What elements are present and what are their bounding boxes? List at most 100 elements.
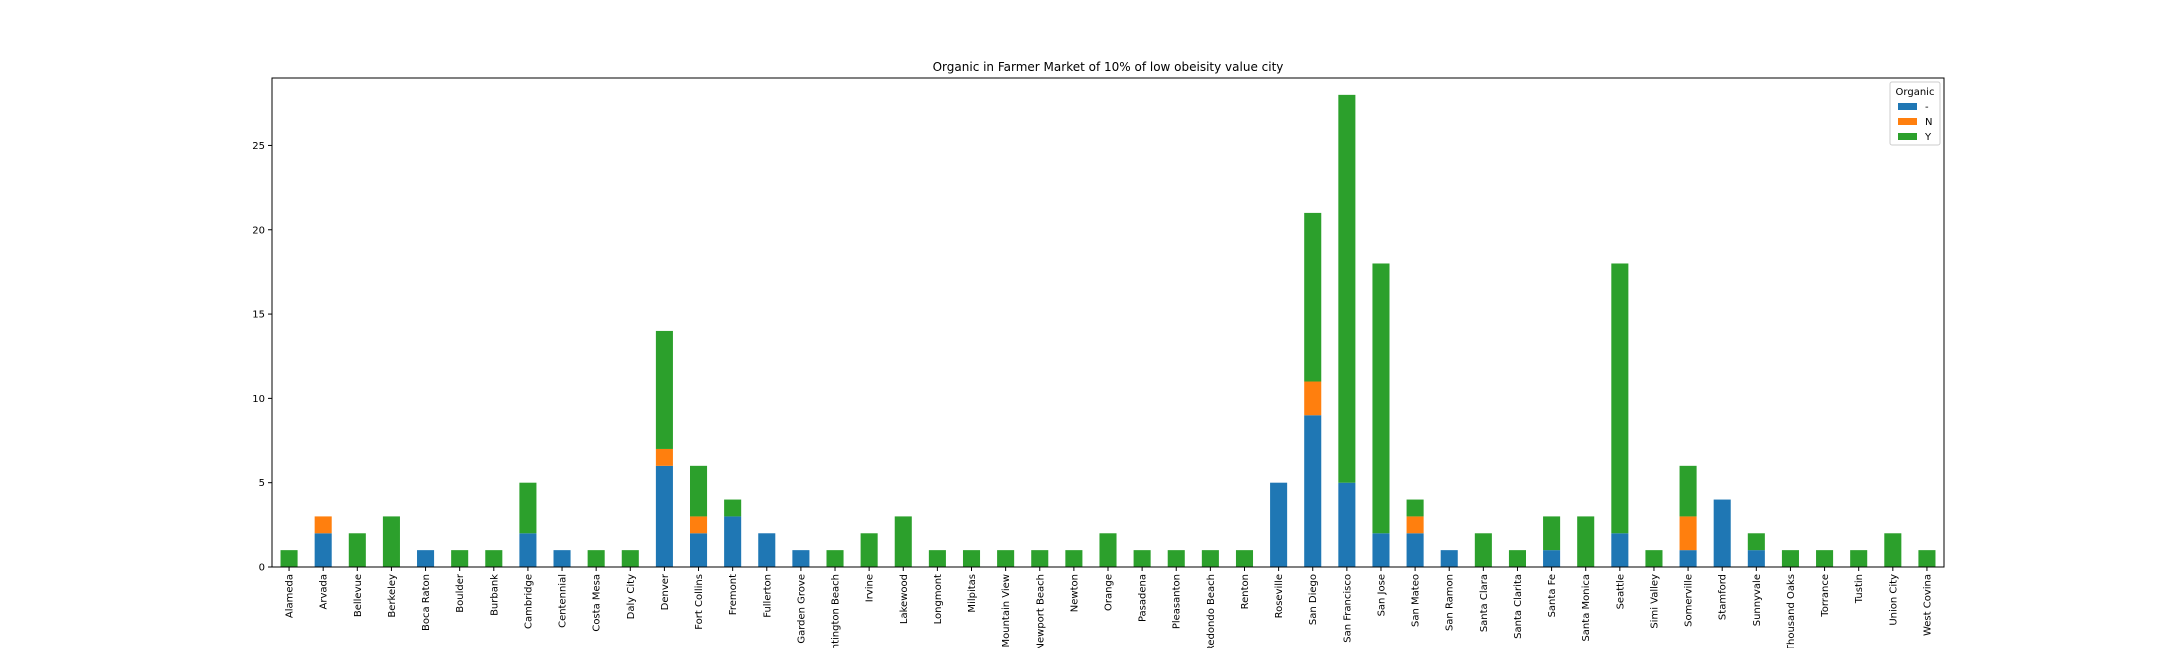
bar-simi-valley-series-2 [1645,550,1663,567]
legend-label: N [1925,117,1932,128]
bar-bellevue-series-2 [348,533,366,567]
bar-san-diego-series-2 [1304,212,1322,382]
bar-centennial-series-0 [553,550,571,567]
y-tick-label: 15 [252,310,265,321]
x-tick-label: Newport Beach [1035,574,1046,648]
bar-thousand-oaks-series-2 [1781,550,1799,567]
x-tick-label: San Mateo [1411,574,1422,627]
bar-longmont-series-2 [928,550,946,567]
bar-somerville-series-0 [1679,550,1697,567]
legend-swatch [1898,118,1917,125]
legend-frame [1889,81,1941,146]
bar-arvada-series-0 [314,533,332,567]
x-tick-label: Cambridge [523,574,534,629]
x-tick-label: Tustin [1854,574,1865,604]
bar-mountain-view-series-2 [997,550,1015,567]
x-tick-label: Costa Mesa [592,574,603,632]
x-tick-label: Torrance [1820,574,1831,618]
x-tick-label: Centennial [558,574,569,628]
bar-sunnyvale-series-0 [1747,550,1765,567]
bar-san-diego-series-0 [1304,415,1322,567]
bar-west-covina-series-2 [1918,550,1936,567]
bar-fort-collins-series-1 [690,516,708,534]
bar-roseville-series-0 [1270,482,1288,567]
y-tick-label: 20 [252,225,265,236]
x-tick-label: Milpitas [967,574,978,613]
bar-lakewood-series-2 [894,516,912,567]
bar-san-mateo-series-1 [1406,516,1424,534]
x-tick-label: Fremont [728,574,739,615]
x-tick-label: San Diego [1308,574,1319,625]
bar-santa-clarita-series-2 [1508,550,1526,567]
x-tick-label: Burbank [489,574,500,616]
x-tick-label: Union City [1888,574,1899,626]
bar-arvada-series-1 [314,516,332,534]
bar-burbank-series-2 [485,550,503,567]
bar-pleasanton-series-2 [1167,550,1185,567]
bar-denver-series-0 [655,465,673,567]
x-tick-label: Simi Valley [1649,574,1660,629]
x-tick-label: Santa Clara [1479,574,1490,632]
bar-cambridge-series-0 [519,533,537,567]
bar-renton-series-2 [1235,550,1254,567]
bar-seattle-series-0 [1611,533,1629,567]
bar-san-mateo-series-2 [1406,499,1424,517]
y-tick-label: 10 [252,394,265,405]
bar-somerville-series-2 [1679,465,1697,517]
bar-stamford-series-0 [1713,499,1731,567]
x-tick-label: Santa Fe [1547,574,1558,617]
bar-sunnyvale-series-2 [1747,533,1765,551]
bar-san-francisco-series-0 [1338,482,1356,567]
bar-irvine-series-2 [860,533,878,567]
x-tick-label: Fullerton [762,574,773,618]
x-axis: Alameda Arvada Bellevue Berkeley Boca Raton B… [285,567,1933,648]
bar-newport-beach-series-2 [1031,550,1049,567]
bar-orange-series-2 [1099,533,1117,567]
x-tick-label: Pleasanton [1172,574,1183,629]
y-axis: 0 5 10 15 20 25 [252,141,272,574]
bar-alameda-series-2 [280,550,298,567]
bar-san-ramon-series-0 [1440,550,1458,567]
x-tick-label: Lakewood [899,574,910,624]
x-tick-label: Roseville [1274,574,1285,618]
bars-group [280,94,1936,567]
x-tick-label: Bellevue [353,574,364,617]
x-tick-label: Daly City [626,574,637,619]
x-tick-label: Denver [660,573,671,610]
bar-santa-fe-series-2 [1543,516,1561,551]
bar-fort-collins-series-2 [690,465,708,517]
legend-label: - [1925,102,1929,113]
bar-denver-series-1 [655,448,673,466]
bar-fremont-series-0 [724,516,742,567]
bar-san-diego-series-1 [1304,381,1322,416]
x-tick-label: Garden Grove [796,574,807,644]
bar-union-city-series-2 [1884,533,1902,567]
x-tick-label: Seattle [1615,574,1626,609]
x-tick-label: Berkeley [387,574,398,618]
x-tick-label: Huntington Beach [831,574,842,648]
bar-santa-monica-series-2 [1577,516,1595,567]
x-tick-label: Thousand Oaks [1786,574,1797,648]
x-tick-label: Arvada [319,574,330,609]
legend-swatch [1898,103,1917,110]
bar-somerville-series-1 [1679,516,1697,551]
x-tick-label: Alameda [285,574,296,618]
legend-label: Y [1924,132,1932,143]
x-tick-label: Stamford [1718,574,1729,620]
bar-denver-series-2 [655,330,673,449]
x-tick-label: Irvine [865,574,876,602]
bar-seattle-series-2 [1611,263,1629,534]
bar-daly-city-series-2 [621,550,639,567]
x-tick-label: Mountain View [1001,574,1012,648]
bar-santa-clara-series-2 [1474,533,1492,567]
bar-huntington-beach-series-2 [826,550,844,567]
bar-newton-series-2 [1065,550,1083,567]
legend-swatch [1898,133,1917,140]
bar-san-mateo-series-0 [1406,533,1424,567]
x-tick-label: San Ramon [1445,574,1456,631]
legend-title: Organic [1896,87,1935,98]
x-tick-label: Boulder [455,573,466,613]
x-tick-label: Fort Collins [694,574,705,630]
x-tick-label: Redondo Beach [1206,574,1217,648]
